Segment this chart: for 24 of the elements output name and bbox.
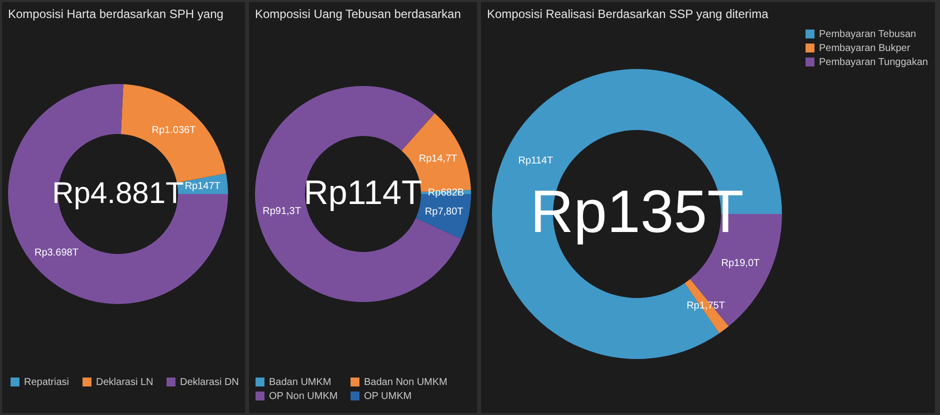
donut-slice <box>120 84 226 183</box>
legend-label: Badan Non UMKM <box>364 377 448 388</box>
legend-label: OP Non UMKM <box>269 391 338 402</box>
chart-title: Komposisi Harta berdasarkan SPH yang <box>8 7 224 21</box>
legend-label: Deklarasi LN <box>96 377 154 388</box>
legend-label: Pembayaran Tebusan <box>819 29 916 40</box>
data-label: Rp3.698T <box>34 248 78 259</box>
legend-label: Pembayaran Tunggakan <box>819 57 928 68</box>
chart-title: Komposisi Uang Tebusan berdasarkan <box>255 7 461 21</box>
data-label: Rp91,3T <box>262 206 301 218</box>
data-label: Rp114T <box>518 156 554 167</box>
data-label: Rp7,80T <box>424 206 464 218</box>
legend-label: Repatriasi <box>24 377 70 388</box>
legend-label: Deklarasi DN <box>180 377 239 388</box>
data-label: Rp14,7T <box>418 154 458 165</box>
legend-label: Pembayaran Bukper <box>819 43 911 54</box>
donut-slice <box>255 86 462 302</box>
legend-label: Badan UMKM <box>269 377 332 388</box>
data-label: Rp1.036T <box>152 124 196 136</box>
legend-label: OP UMKM <box>364 391 412 402</box>
data-label: Rp19,0T <box>721 258 760 270</box>
data-label: Rp147T <box>184 180 220 192</box>
donut-slice <box>8 84 228 304</box>
chart-title: Komposisi Realisasi Berdasarkan SSP yang diterima <box>487 7 769 21</box>
